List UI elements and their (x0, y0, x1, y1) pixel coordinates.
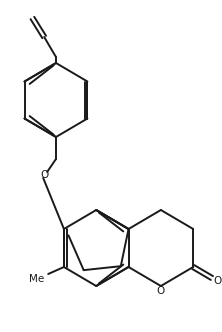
Text: O: O (214, 277, 222, 287)
Text: O: O (40, 170, 48, 180)
Text: Me: Me (29, 274, 44, 284)
Text: O: O (157, 286, 165, 296)
